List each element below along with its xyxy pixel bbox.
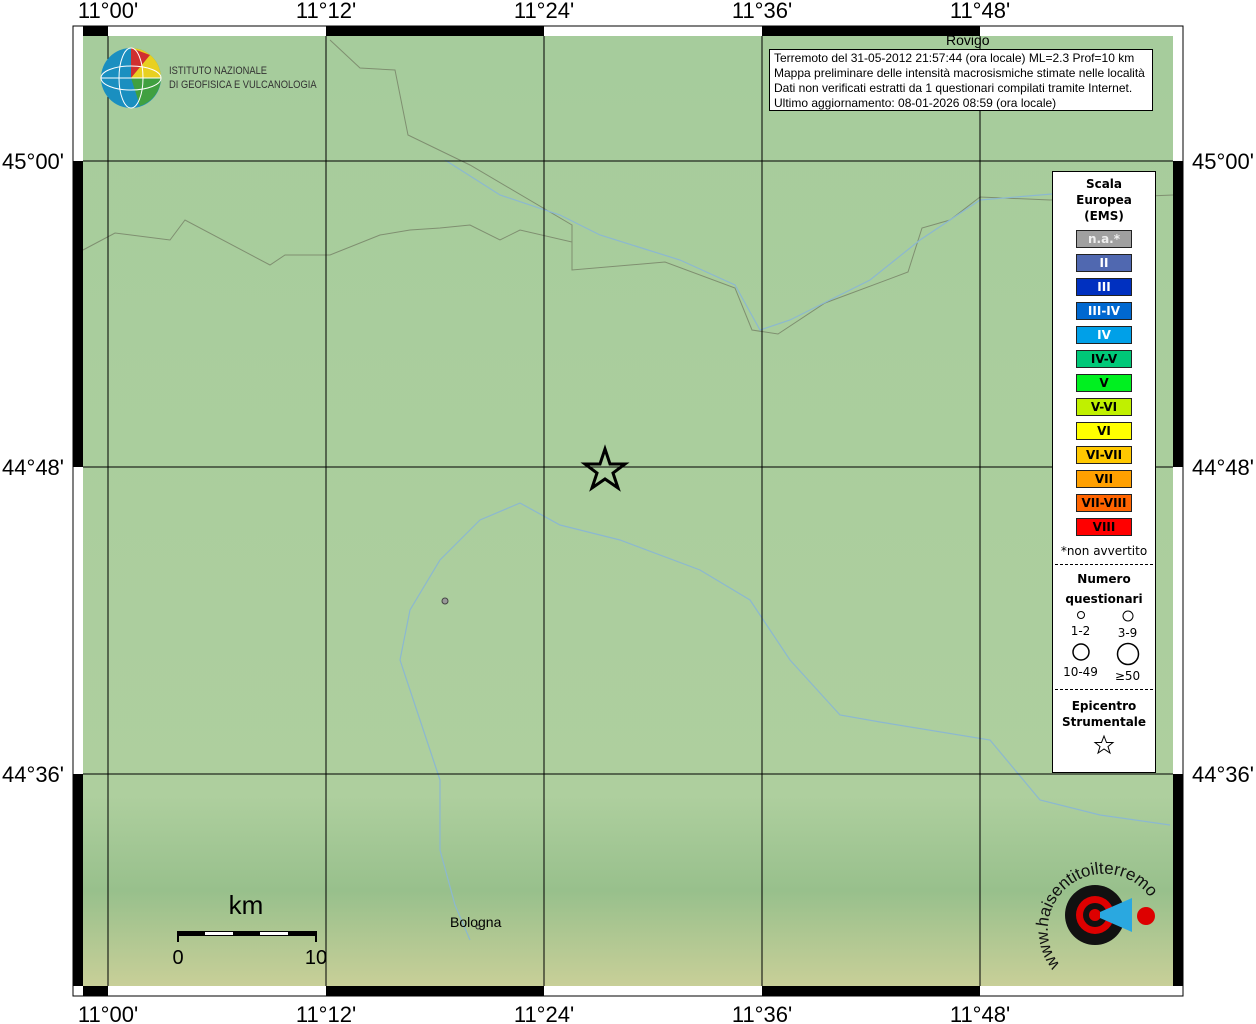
lon-labels-top: 11°00' 11°12' 11°24' 11°36' 11°48': [78, 0, 1010, 23]
scale-bar: km 0 10: [172, 890, 327, 969]
borders: [82, 39, 1174, 335]
svg-text:11°24': 11°24': [514, 0, 574, 23]
legend-class-n.a.*: n.a.*: [1076, 230, 1132, 248]
legend-class-II: II: [1076, 254, 1132, 272]
legend-class-VI-VII: VI-VII: [1076, 446, 1132, 464]
svg-text:11°00': 11°00': [78, 0, 138, 23]
svg-text:11°48': 11°48': [950, 1002, 1010, 1024]
legend-class-VII: VII: [1076, 470, 1132, 488]
svg-text:11°12': 11°12': [296, 1002, 356, 1024]
legend-class-VI: VI: [1076, 422, 1132, 440]
svg-text:45°00': 45°00': [1192, 149, 1254, 174]
place-bologna: Bologna: [450, 914, 502, 930]
svg-text:11°00': 11°00': [78, 1002, 138, 1024]
svg-text:11°12': 11°12': [296, 0, 356, 23]
frame-bands: [73, 26, 1183, 996]
lon-labels-bottom: 11°00' 11°12' 11°24' 11°36' 11°48': [78, 1002, 1010, 1024]
svg-text:10: 10: [305, 947, 327, 969]
questionnaire-point[interactable]: [441, 597, 449, 605]
rivers: [399, 159, 1171, 941]
graticule: [83, 36, 1173, 986]
legend-title: Scala Europea (EMS): [1076, 177, 1132, 223]
svg-text:45°00': 45°00': [2, 149, 64, 174]
legend: Scala Europea (EMS) n.a.* II III III-IV IV IV-V…: [1052, 171, 1156, 773]
svg-text:11°48': 11°48': [950, 0, 1010, 23]
legend-class-V: V: [1076, 374, 1132, 392]
legend-note: *non avvertito: [1060, 544, 1148, 558]
map-area: [83, 36, 1173, 986]
ingv-globe-icon: [100, 47, 162, 109]
place-rovigo: Rovigo: [946, 32, 990, 48]
svg-text:0: 0: [172, 947, 183, 969]
legend-class-III-IV: III-IV: [1076, 302, 1132, 320]
ingv-name: ISTITUTO NAZIONALE DI GEOFISICA E VULCANO…: [169, 65, 317, 91]
legend-class-IV-V: IV-V: [1076, 350, 1132, 368]
legend-class-VIII: VIII: [1076, 518, 1132, 536]
lat-labels: 45°00' 44°48' 44°36' 45°00' 44°48' 44°36…: [2, 149, 1254, 787]
svg-text:44°48': 44°48': [2, 455, 64, 480]
bologna-marker: [475, 924, 481, 930]
svg-text:11°36': 11°36': [732, 0, 792, 23]
svg-text:44°36': 44°36': [2, 762, 64, 787]
epicenter-legend-star-icon: [1093, 734, 1115, 755]
svg-text:11°24': 11°24': [514, 1002, 574, 1024]
svg-text:44°48': 44°48': [1192, 455, 1254, 480]
svg-text:44°36': 44°36': [1192, 762, 1254, 787]
legend-class-III: III: [1076, 278, 1132, 296]
svg-text:11°36': 11°36': [732, 1002, 792, 1024]
legend-class-VII-VIII: VII-VIII: [1076, 494, 1132, 512]
count-legend: 1-2 3-9 10-49 ≥50: [1053, 609, 1155, 683]
event-info-box: Terremoto del 31-05-2012 21:57:44 (ora l…: [769, 49, 1153, 111]
legend-class-IV: IV: [1076, 326, 1132, 344]
epicenter-star-icon[interactable]: [580, 444, 630, 492]
svg-text:km: km: [229, 890, 264, 920]
legend-class-V-VI: V-VI: [1076, 398, 1132, 416]
